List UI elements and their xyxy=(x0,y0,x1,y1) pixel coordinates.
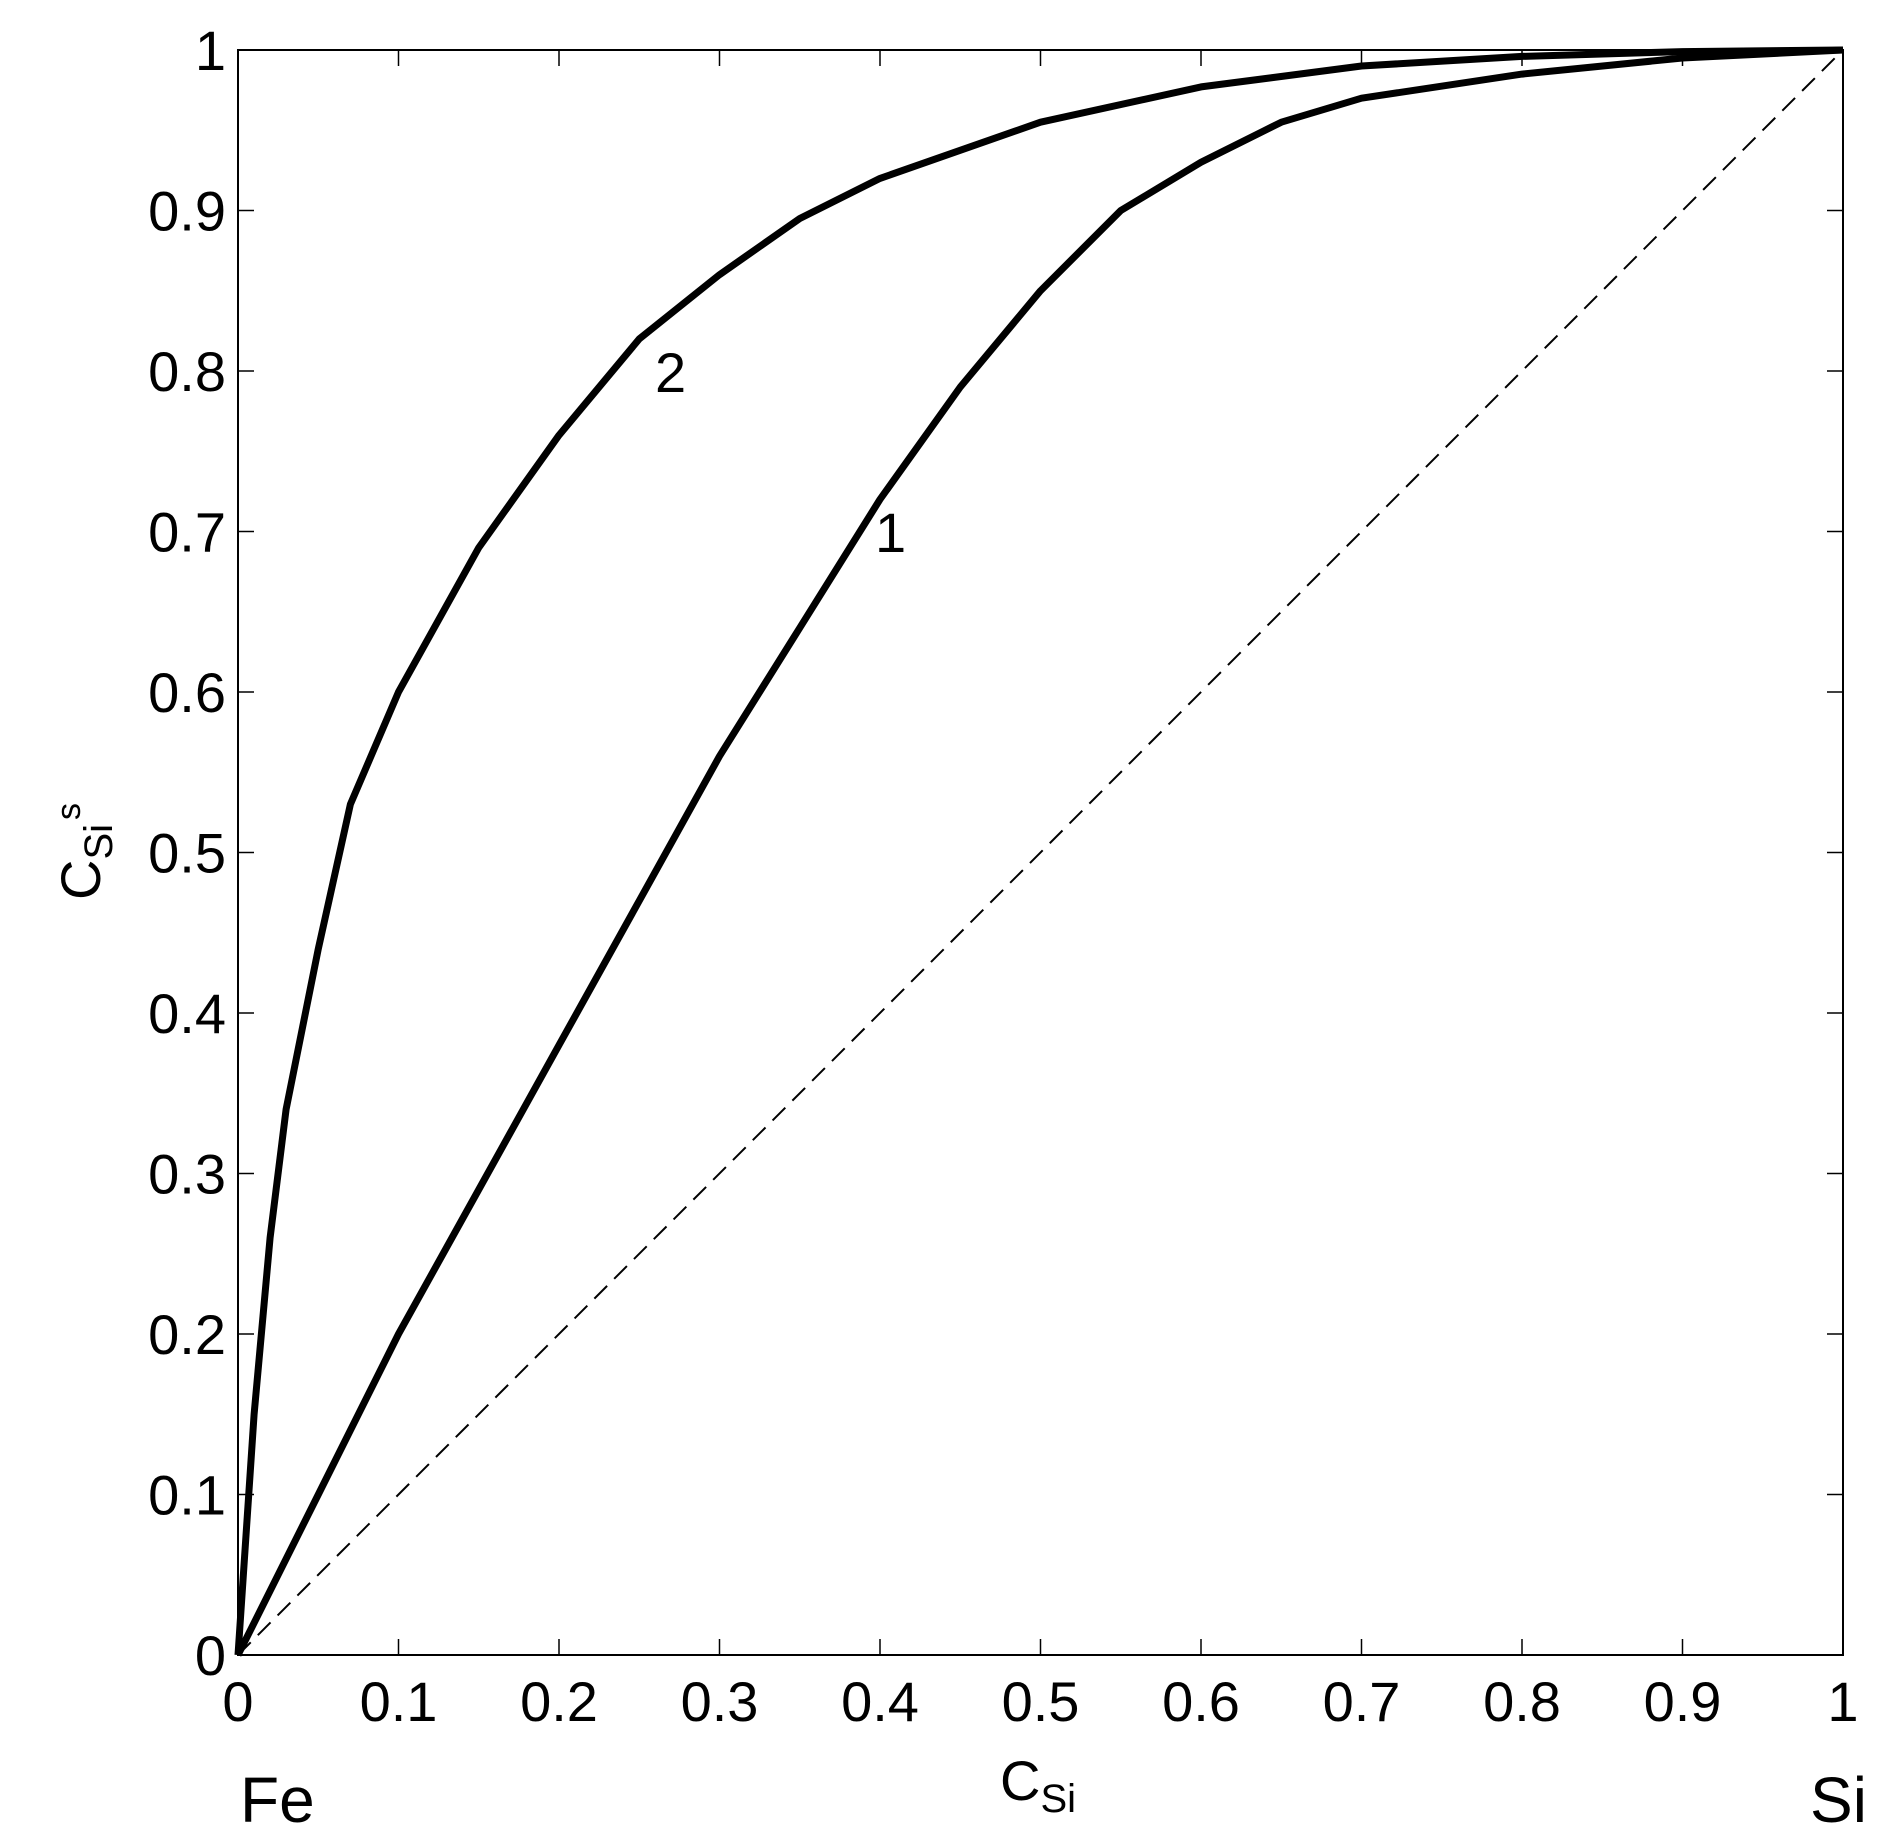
y-tick-label: 0.2 xyxy=(148,1303,226,1366)
x-tick-label: 0.3 xyxy=(681,1670,759,1733)
x-axis-label: CSi xyxy=(1000,1749,1076,1821)
y-tick-label: 0.1 xyxy=(148,1464,226,1527)
y-tick-label: 0 xyxy=(195,1624,226,1687)
y-tick-label: 0.5 xyxy=(148,822,226,885)
x-tick-label: 0.9 xyxy=(1644,1670,1722,1733)
plot-frame xyxy=(237,49,1844,1656)
curve xyxy=(234,46,1844,1657)
y-axis-label: CSi xyxy=(49,824,121,900)
y-tick-label: 0.4 xyxy=(148,982,226,1045)
x-tick-label: 0.5 xyxy=(1002,1670,1080,1733)
x-tick-label: 0.6 xyxy=(1162,1670,1240,1733)
curve xyxy=(234,46,1844,1656)
y-tick-label: 1 xyxy=(195,19,226,82)
y-tick-label: 0.3 xyxy=(148,1143,226,1206)
y-tick-label: 0.7 xyxy=(148,501,226,564)
y-tick-label: 0.6 xyxy=(148,661,226,724)
reference-line xyxy=(237,49,1844,1656)
curve-label: 1 xyxy=(875,501,906,564)
x-tick-label: 0.2 xyxy=(520,1670,598,1733)
x-tick-label: 0.1 xyxy=(360,1670,438,1733)
x-label-main: C xyxy=(1000,1749,1040,1812)
y-label-main: C xyxy=(49,860,112,900)
y-label-sup: s xyxy=(50,803,88,820)
x-tick-label: 1 xyxy=(1827,1670,1858,1733)
x-tick-label: 0.4 xyxy=(841,1670,919,1733)
x-tick-label: 0 xyxy=(222,1670,253,1733)
annotation: Fe xyxy=(240,1764,315,1834)
y-tick-label: 0.9 xyxy=(148,180,226,243)
x-label-sub: Si xyxy=(1040,1777,1076,1821)
y-label-sub: Si xyxy=(77,824,121,860)
y-tick-label: 0.8 xyxy=(148,340,226,403)
x-tick-label: 0.7 xyxy=(1323,1670,1401,1733)
curve-label: 2 xyxy=(655,341,686,404)
annotation: Si xyxy=(1810,1764,1867,1834)
x-tick-label: 0.8 xyxy=(1483,1670,1561,1733)
